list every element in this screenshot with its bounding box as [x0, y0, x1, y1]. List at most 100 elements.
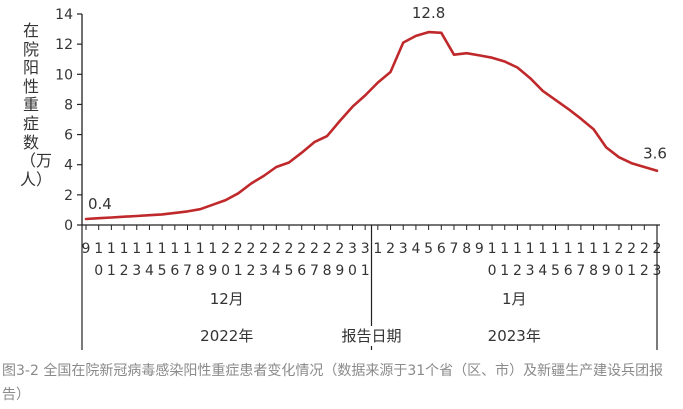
x-tick-label: 2: [285, 241, 294, 257]
x-tick-label-digit: 5: [551, 263, 560, 279]
data-point: [186, 210, 189, 213]
x-tick-label: 2: [614, 241, 623, 257]
x-tick-label-digit: 0: [94, 263, 103, 279]
x-tick-label: 5: [424, 241, 433, 257]
data-point: [161, 213, 164, 216]
data-label: 12.8: [412, 4, 445, 22]
x-tick-label-digit: 3: [259, 263, 268, 279]
x-tick-label: 4: [411, 241, 420, 257]
data-point: [199, 208, 202, 211]
x-tick-label: 6: [437, 241, 446, 257]
y-tick-label: 10: [55, 67, 73, 83]
x-tick-label: 1: [513, 241, 522, 257]
x-tick-label-digit: 0: [488, 263, 497, 279]
month-label: 1月: [502, 290, 527, 308]
data-point: [275, 166, 278, 168]
series: [84, 30, 659, 221]
x-tick-label: 1: [183, 241, 192, 257]
y-axis-label: 在院阳性重症数（万人）: [20, 21, 53, 189]
x-tick-label: 1: [196, 241, 205, 257]
data-point: [262, 175, 265, 177]
x-tick-label: 1: [526, 241, 535, 257]
x-tick-label: 7: [450, 241, 459, 257]
x-tick-label: 1: [208, 241, 217, 257]
x-tick-label: 9: [82, 241, 91, 257]
data-point: [110, 216, 113, 219]
x-tick-label-digit: 2: [120, 263, 129, 279]
x-tick-label: 8: [462, 241, 471, 257]
data-point: [656, 169, 658, 172]
x-tick-label-digit: 9: [335, 263, 344, 279]
data-point: [148, 214, 151, 217]
x-tick-label-digit: 2: [513, 263, 522, 279]
year-label: 2022年: [200, 327, 253, 345]
data-point: [173, 212, 176, 214]
x-tick-label: 2: [259, 241, 268, 257]
x-tick-label: 2: [335, 241, 344, 257]
data-point: [135, 215, 138, 217]
x-tick-label: 2: [234, 241, 243, 257]
y-axis: 0 2 4 6 8 10 12 14: [55, 7, 83, 234]
x-tick-label: 2: [386, 241, 395, 257]
x-tick-label-digit: 8: [323, 263, 332, 279]
x-tick-label: 1: [538, 241, 547, 257]
data-point: [579, 117, 582, 120]
x-tick-label: 1: [373, 241, 382, 257]
data-point: [313, 141, 316, 144]
data-point: [643, 166, 646, 168]
x-tick-label-digit: 5: [285, 263, 294, 279]
x-tick-label-digit: 6: [564, 263, 573, 279]
data-point: [440, 31, 443, 34]
x-tick-label-digit: 4: [272, 263, 281, 279]
x-tick-label: 1: [576, 241, 585, 257]
y-tick-label: 12: [55, 37, 73, 53]
data-point: [402, 41, 405, 44]
data-point: [427, 31, 430, 33]
x-tick-label-digit: 6: [170, 263, 179, 279]
data-point: [351, 105, 354, 108]
x-tick-label: 9: [475, 241, 484, 257]
x-tick-label: 1: [132, 241, 141, 257]
x-tick-label: 1: [602, 241, 611, 257]
data-point: [300, 151, 303, 154]
data-point: [389, 71, 392, 73]
x-tick-label-digit: 1: [627, 263, 636, 279]
series-line: [84, 30, 659, 221]
x-tick-label-digit: 7: [310, 263, 319, 279]
data-label: 0.4: [88, 195, 112, 213]
x-tick-label: 3: [399, 241, 408, 257]
x-tick-label-digit: 3: [132, 263, 141, 279]
data-point: [516, 66, 519, 69]
data-point: [326, 135, 328, 137]
x-tick-label-digit: 1: [500, 263, 509, 279]
x-tick-label-digit: 9: [602, 263, 611, 279]
y-tick-label: 0: [64, 218, 73, 234]
y-tick-label: 2: [64, 188, 73, 204]
x-tick-label-digit: 8: [196, 263, 205, 279]
data-point: [376, 81, 379, 84]
data-point: [465, 52, 468, 55]
x-tick-label-digit: 4: [538, 263, 547, 279]
data-point: [453, 53, 455, 56]
x-tick-label-digit: 6: [297, 263, 306, 279]
annotations: 12.8 0.4 3.6: [88, 4, 667, 213]
data-point: [618, 156, 620, 159]
x-tick-label: 1: [94, 241, 103, 257]
x-tick-label: 1: [170, 241, 179, 257]
x-tick-label-digit: 2: [246, 263, 255, 279]
x-tick-label-digit: 7: [183, 263, 192, 279]
year-label: 2023年: [488, 327, 541, 345]
x-tick-label-digit: 5: [158, 263, 167, 279]
data-point: [85, 218, 87, 220]
month-label: 12月: [210, 290, 244, 308]
data-point: [415, 34, 417, 37]
data-point: [97, 217, 100, 220]
data-point: [529, 77, 532, 79]
data-point: [237, 192, 240, 195]
y-tick-label: 6: [64, 128, 73, 144]
figure-caption: 图3-2 全国在院新冠病毒感染阳性重症患者变化情况（数据来源于31个省（区、市）…: [2, 363, 664, 403]
x-tick-label: 2: [640, 241, 649, 257]
x-tick-label-digit: 1: [234, 263, 243, 279]
x-tick-label-digit: 1: [361, 263, 370, 279]
data-point: [554, 99, 557, 101]
